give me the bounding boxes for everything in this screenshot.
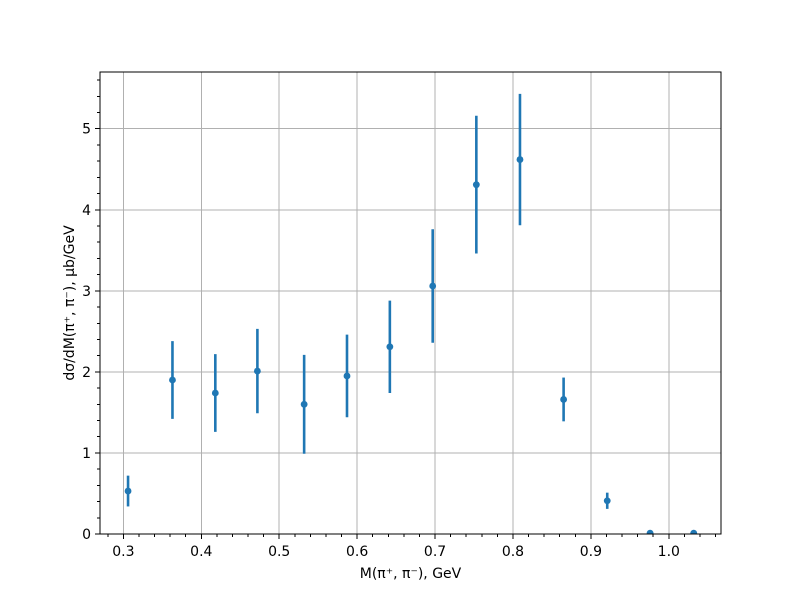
data-point-marker bbox=[429, 282, 437, 290]
x-axis-label: M(π⁺, π⁻), GeV bbox=[360, 566, 462, 582]
data-point-marker bbox=[516, 156, 524, 163]
data-point-marker bbox=[124, 487, 132, 495]
x-tick-label: 0.4 bbox=[190, 544, 212, 560]
series-dipion-mass-cross-section bbox=[124, 93, 698, 534]
data-point-marker bbox=[300, 400, 308, 408]
y-tick-label: 4 bbox=[82, 203, 91, 219]
x-tick-label: 0.5 bbox=[268, 544, 290, 560]
data-point-marker bbox=[690, 529, 698, 534]
data-point-marker bbox=[253, 367, 261, 375]
x-tick-label: 0.8 bbox=[502, 544, 524, 560]
data-point-marker bbox=[560, 396, 568, 403]
plot-border bbox=[99, 71, 722, 535]
x-tick-label: 0.7 bbox=[424, 544, 446, 560]
y-tick-label: 0 bbox=[82, 527, 91, 543]
x-tick-label: 0.3 bbox=[112, 544, 134, 560]
y-tick-label: 3 bbox=[82, 284, 91, 300]
data-point-marker bbox=[211, 389, 219, 397]
data-point-marker bbox=[169, 376, 176, 384]
data-point-marker bbox=[603, 497, 611, 505]
x-tick-label: 1.0 bbox=[658, 544, 680, 560]
data-point-marker bbox=[386, 343, 394, 351]
x-tick-label: 0.6 bbox=[346, 544, 368, 560]
y-axis-label: dσ/dM(π⁺, π⁻), μb/GeV bbox=[62, 225, 78, 381]
data-point-marker bbox=[472, 181, 480, 189]
grid bbox=[100, 72, 721, 535]
y-tick-label: 1 bbox=[82, 446, 91, 462]
x-tick-label: 0.9 bbox=[580, 544, 602, 560]
y-tick-label: 5 bbox=[82, 122, 91, 138]
data-point-marker bbox=[646, 529, 654, 534]
data-point-marker bbox=[343, 372, 351, 380]
y-tick-label: 2 bbox=[82, 365, 91, 381]
